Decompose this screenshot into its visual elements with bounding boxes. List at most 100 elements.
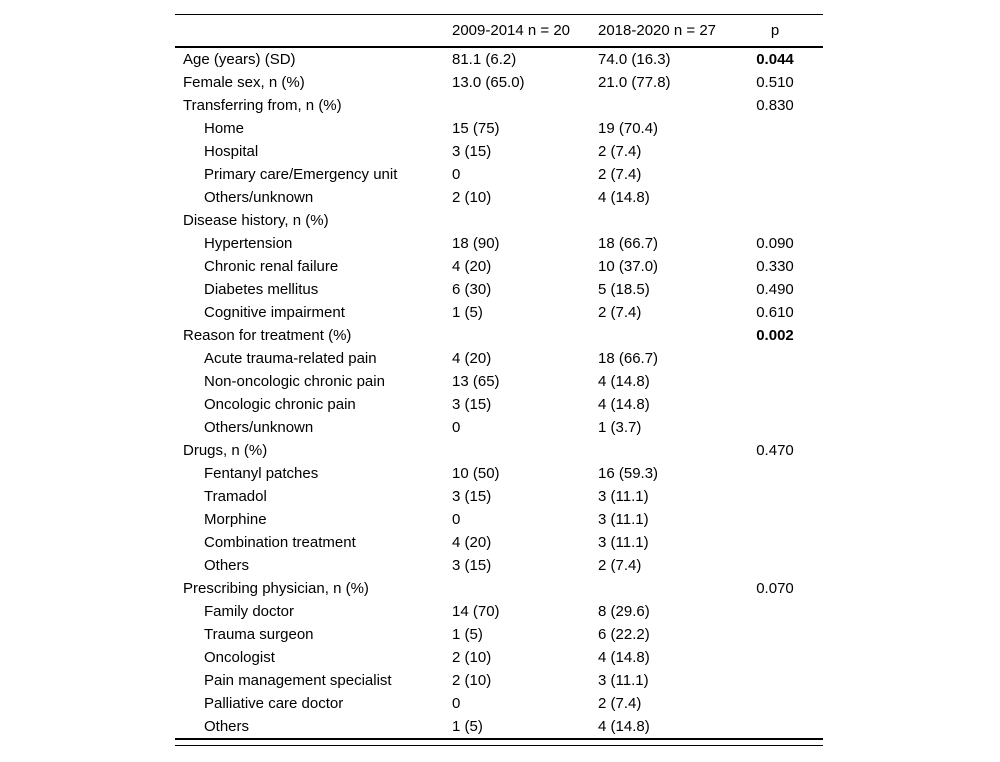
cell-group1: 1 (5) xyxy=(452,626,483,643)
cell-group2: 4 (14.8) xyxy=(598,189,650,206)
row-label: Non-oncologic chronic pain xyxy=(204,373,385,390)
table-row: Hospital 3 (15) 2 (7.4) xyxy=(175,140,823,163)
cell-group1: 4 (20) xyxy=(452,534,492,551)
cell-group2: 6 (22.2) xyxy=(598,626,650,643)
row-label: Acute trauma-related pain xyxy=(204,350,377,367)
cell-group1: 14 (70) xyxy=(452,603,500,620)
cell-p-value: 0.044 xyxy=(756,51,794,68)
table-row: Female sex, n (%) 13.0 (65.0) 21.0 (77.8) 0… xyxy=(175,71,823,94)
cell-p-value: 0.610 xyxy=(756,304,794,321)
cell-group2: 3 (11.1) xyxy=(598,672,649,689)
cell-p-value: 0.090 xyxy=(756,235,794,252)
table-row: Non-oncologic chronic pain 13 (65) 4 (14.8… xyxy=(175,370,823,393)
cell-group1: 2 (10) xyxy=(452,672,492,689)
row-label: Reason for treatment (%) xyxy=(183,327,352,344)
row-label: Prescribing physician, n (%) xyxy=(183,580,369,597)
row-label: Others xyxy=(204,557,250,574)
table-row: Drugs, n (%) 0.470 xyxy=(175,439,823,462)
table-row: Palliative care doctor 0 2 (7.4) xyxy=(175,692,823,715)
cell-p-value: 0.830 xyxy=(756,97,794,114)
row-label: Family doctor xyxy=(204,603,295,620)
cell-group1: 81.1 (6.2) xyxy=(452,51,517,68)
table-row: Primary care/Emergency unit 0 2 (7.4) xyxy=(175,163,823,186)
cell-group2: 1 (3.7) xyxy=(598,419,642,436)
cell-group2: 5 (18.5) xyxy=(598,281,650,298)
row-label: Oncologist xyxy=(204,649,275,666)
table-bottom-rule xyxy=(175,738,823,746)
table-row: Others 3 (15) 2 (7.4) xyxy=(175,554,823,577)
table-row: Combination treatment 4 (20) 3 (11.1) xyxy=(175,531,823,554)
cell-p-value: 0.470 xyxy=(756,442,794,459)
cell-group1: 0 xyxy=(452,511,461,528)
cell-group2: 21.0 (77.8) xyxy=(598,74,671,91)
cell-group1: 6 (30) xyxy=(452,281,492,298)
table-row: Reason for treatment (%) 0.002 xyxy=(175,324,823,347)
row-label: Transferring from, n (%) xyxy=(183,97,342,114)
row-label: Combination treatment xyxy=(204,534,356,551)
row-label: Others xyxy=(204,718,250,735)
cell-group2: 4 (14.8) xyxy=(598,373,650,390)
cell-p-value: 0.510 xyxy=(756,74,794,91)
cell-group2: 10 (37.0) xyxy=(598,258,659,275)
table-row: Age (years) (SD) 81.1 (6.2) 74.0 (16.3) 0.0… xyxy=(175,48,823,71)
cell-group2: 18 (66.7) xyxy=(598,235,659,252)
cell-p-value: 0.002 xyxy=(756,327,794,344)
cell-group1: 3 (15) xyxy=(452,143,492,160)
row-label: Others/unknown xyxy=(204,419,314,436)
cell-group2: 2 (7.4) xyxy=(598,143,642,160)
table-row: Trauma surgeon 1 (5) 6 (22.2) xyxy=(175,623,823,646)
cell-group2: 16 (59.3) xyxy=(598,465,659,482)
row-label: Female sex, n (%) xyxy=(183,74,305,91)
table-row: Oncologist 2 (10) 4 (14.8) xyxy=(175,646,823,669)
cell-group1: 4 (20) xyxy=(452,258,492,275)
table-row: Others/unknown 2 (10) 4 (14.8) xyxy=(175,186,823,209)
cell-group2: 3 (11.1) xyxy=(598,488,649,505)
table-row: Tramadol 3 (15) 3 (11.1) xyxy=(175,485,823,508)
table-row: Chronic renal failure 4 (20) 10 (37.0) 0.33… xyxy=(175,255,823,278)
row-label: Age (years) (SD) xyxy=(183,51,296,68)
cell-group2: 2 (7.4) xyxy=(598,695,642,712)
table-row: Acute trauma-related pain 4 (20) 18 (66.7) xyxy=(175,347,823,370)
cell-group2: 2 (7.4) xyxy=(598,304,642,321)
table-row: Transferring from, n (%) 0.830 xyxy=(175,94,823,117)
cohort-comparison-table: 2009-2014 n = 20 2018-2020 n = 27 p Age … xyxy=(175,14,823,746)
header-group2: 2018-2020 n = 27 xyxy=(598,22,717,39)
row-label: Pain management specialist xyxy=(204,672,392,689)
cell-group1: 18 (90) xyxy=(452,235,500,252)
cell-p-value: 0.070 xyxy=(756,580,794,597)
cell-group2: 3 (11.1) xyxy=(598,534,649,551)
cell-group1: 13.0 (65.0) xyxy=(452,74,525,91)
table-header-row: 2009-2014 n = 20 2018-2020 n = 27 p xyxy=(175,14,823,48)
row-label: Fentanyl patches xyxy=(204,465,319,482)
row-label: Morphine xyxy=(204,511,267,528)
cell-group2: 4 (14.8) xyxy=(598,649,650,666)
cell-group2: 2 (7.4) xyxy=(598,166,642,183)
cell-group2: 74.0 (16.3) xyxy=(598,51,671,68)
cell-group2: 18 (66.7) xyxy=(598,350,659,367)
table-row: Diabetes mellitus 6 (30) 5 (18.5) 0.490 xyxy=(175,278,823,301)
cell-group1: 2 (10) xyxy=(452,649,492,666)
cell-group2: 8 (29.6) xyxy=(598,603,650,620)
cell-group1: 2 (10) xyxy=(452,189,492,206)
row-label: Hypertension xyxy=(204,235,293,252)
cell-p-value: 0.490 xyxy=(756,281,794,298)
cell-group1: 0 xyxy=(452,695,461,712)
cell-group1: 1 (5) xyxy=(452,304,483,321)
header-p: p xyxy=(770,22,780,39)
cell-group2: 19 (70.4) xyxy=(598,120,659,137)
cell-group1: 3 (15) xyxy=(452,396,492,413)
row-label: Chronic renal failure xyxy=(204,258,339,275)
cell-p-value: 0.330 xyxy=(756,258,794,275)
cell-group2: 2 (7.4) xyxy=(598,557,642,574)
row-label: Cognitive impairment xyxy=(204,304,345,321)
table-row: Home 15 (75) 19 (70.4) xyxy=(175,117,823,140)
cell-group1: 1 (5) xyxy=(452,718,483,735)
cell-group1: 3 (15) xyxy=(452,557,492,574)
table-body: Age (years) (SD) 81.1 (6.2) 74.0 (16.3) 0.0… xyxy=(175,48,823,738)
row-label: Drugs, n (%) xyxy=(183,442,268,459)
table-row: Cognitive impairment 1 (5) 2 (7.4) 0.610 xyxy=(175,301,823,324)
table-row: Disease history, n (%) xyxy=(175,209,823,232)
cell-group2: 3 (11.1) xyxy=(598,511,649,528)
row-label: Palliative care doctor xyxy=(204,695,344,712)
